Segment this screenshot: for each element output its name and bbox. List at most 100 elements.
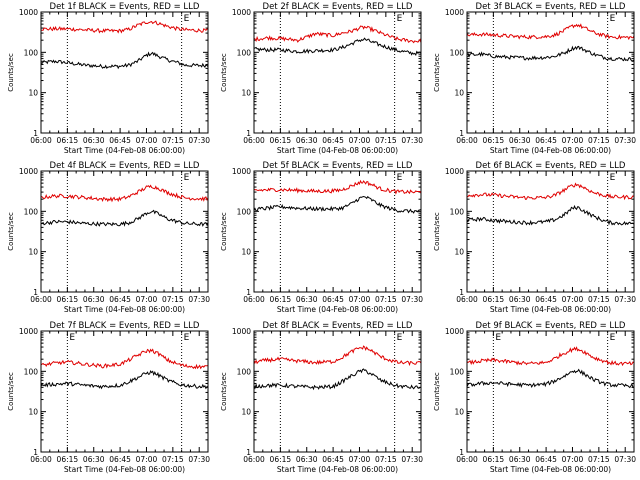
plot-frame [466,11,635,134]
x-tick-label: 07:15 [375,136,397,145]
x-tick-label: 07:15 [375,455,397,464]
x-tick-label: 06:30 [83,455,105,464]
series-line-2 [466,182,635,201]
x-tick-label: 06:30 [296,455,318,464]
chart-panel-8: Det 8f BLACK = Events, RED = LLD Counts/s… [220,321,423,474]
x-tick-label: 06:30 [509,455,531,464]
x-tick-label: 07:15 [588,455,610,464]
x-tick-label: 06:00 [456,455,478,464]
y-tick-label: 1000 [445,327,464,336]
x-tick-label: 06:00 [456,295,478,304]
x-tick-label: 06:45 [535,136,557,145]
x-tick-label: 07:00 [349,295,371,304]
y-tick-label: 1000 [445,8,464,17]
x-tick-label: 06:30 [509,136,531,145]
chart-title: Det 9f BLACK = Events, RED = LLD [476,321,626,331]
series-line-2 [41,20,209,34]
y-tick-label: 10 [241,89,251,98]
y-tick-label: 10 [28,248,38,257]
x-tick-label: 07:00 [562,295,584,304]
y-axis-label: Counts/sec [7,372,15,411]
chart-panel-3: Det 3f BLACK = Events, RED = LLD Counts/s… [433,2,636,155]
x-tick-label: 06:15 [270,455,292,464]
series-line-1 [466,368,635,389]
x-axis-label: Start Time (04-Feb-08 06:00:00) [64,305,185,314]
x-tick-label: 06:15 [483,455,505,464]
y-tick-label: 1 [246,129,251,138]
x-tick-label: 06:00 [30,295,52,304]
x-tick-label: 06:15 [57,295,79,304]
plot-frame [466,330,635,453]
x-tick-label: 06:45 [109,295,131,304]
x-tick-label: 06:15 [57,136,79,145]
x-tick-label: 07:00 [136,455,158,464]
y-tick-label: 100 [450,48,465,57]
x-tick-label: 07:15 [162,295,184,304]
chart-panel-1: Det 1f BLACK = Events, RED = LLD Counts/s… [7,2,210,155]
series-line-2 [253,345,422,367]
series-line-2 [466,23,635,41]
x-tick-label: 06:15 [57,455,79,464]
y-axis-label: Counts/sec [7,212,15,251]
series-line-1 [253,368,421,391]
x-tick-label: 06:45 [535,455,557,464]
x-tick-label: 07:15 [375,295,397,304]
x-axis-label: Start Time (04-Feb-08 06:00:00) [64,146,185,155]
x-tick-label: 06:00 [243,136,265,145]
y-axis-label: Counts/sec [7,53,15,92]
y-tick-label: 10 [454,89,464,98]
y-tick-label: 1000 [232,327,251,336]
y-axis-label: Counts/sec [433,212,441,251]
marker-label: E [184,333,190,343]
y-tick-label: 10 [28,89,38,98]
x-axis-label: Start Time (04-Feb-08 06:00:00) [490,465,611,474]
x-axis-label: Start Time (04-Feb-08 06:00:00) [277,146,398,155]
marker-label: E [397,333,403,343]
series-line-1 [40,209,209,227]
series-line-1 [253,195,422,214]
chart-panel-6: Det 6f BLACK = Events, RED = LLD Counts/s… [433,161,636,314]
y-tick-label: 1 [459,129,464,138]
x-axis-label: Start Time (04-Feb-08 06:00:00) [490,305,611,314]
chart-panel-9: Det 9f BLACK = Events, RED = LLD Counts/s… [433,321,636,474]
y-tick-label: 100 [450,367,465,376]
y-tick-label: 1 [459,288,464,297]
y-tick-label: 100 [450,207,465,216]
marker-label: E [184,173,190,183]
x-tick-label: 06:00 [243,295,265,304]
chart-panel-4: Det 4f BLACK = Events, RED = LLD Counts/s… [7,161,210,314]
y-tick-label: 1 [33,288,38,297]
plot-frame [253,170,422,293]
series-line-1 [253,37,422,57]
x-axis-label: Start Time (04-Feb-08 06:00:00) [277,465,398,474]
x-tick-label: 07:30 [188,455,210,464]
y-tick-label: 1 [246,288,251,297]
x-tick-label: 06:45 [322,455,344,464]
marker-label: E [397,173,403,183]
x-tick-label: 07:30 [614,455,636,464]
series-line-2 [40,348,209,370]
y-tick-label: 100 [24,207,39,216]
x-tick-label: 07:00 [136,295,158,304]
y-tick-label: 1000 [445,167,464,176]
x-tick-label: 07:00 [349,136,371,145]
chart-title: Det 7f BLACK = Events, RED = LLD [50,321,200,331]
x-tick-label: 06:30 [296,295,318,304]
x-tick-label: 06:30 [509,295,531,304]
y-tick-label: 1000 [19,8,38,17]
y-axis-label: Counts/sec [220,53,228,92]
y-tick-label: 1000 [19,327,38,336]
y-axis-label: Counts/sec [220,212,228,251]
plot-frame [40,170,209,293]
x-tick-label: 07:00 [349,455,371,464]
y-tick-label: 100 [237,207,252,216]
x-tick-label: 07:30 [614,295,636,304]
x-tick-label: 07:15 [162,136,184,145]
x-tick-label: 07:15 [588,295,610,304]
x-tick-label: 07:30 [614,136,636,145]
y-tick-label: 1 [33,129,38,138]
y-tick-label: 10 [454,248,464,257]
x-tick-label: 06:45 [322,136,344,145]
marker-label: E [495,333,501,343]
